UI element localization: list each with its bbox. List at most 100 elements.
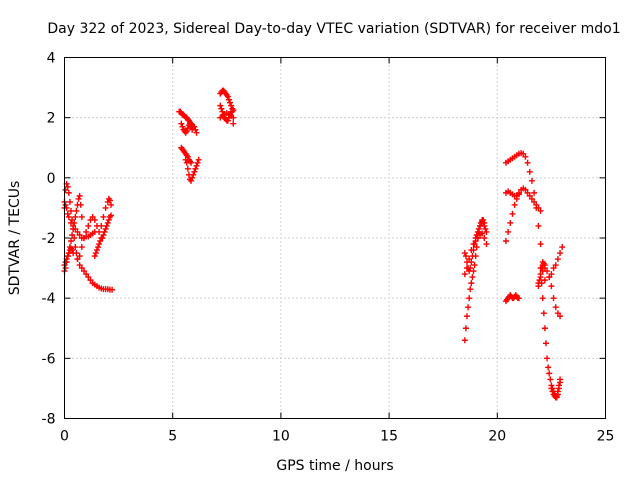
data-point-marker — [74, 228, 81, 235]
data-point-marker — [524, 159, 531, 166]
data-point-marker — [183, 159, 190, 166]
data-point-marker — [545, 364, 552, 371]
data-point-marker — [78, 265, 85, 272]
data-point-marker — [72, 244, 79, 251]
data-point-marker — [468, 280, 475, 287]
data-point-marker — [462, 253, 469, 260]
data-point-marker — [467, 286, 474, 293]
data-point-marker — [522, 186, 529, 193]
data-point-marker — [550, 265, 557, 272]
data-point-marker — [188, 177, 195, 184]
data-series — [502, 150, 548, 284]
data-series — [548, 376, 564, 401]
data-point-marker — [550, 295, 557, 302]
data-point-marker — [83, 228, 90, 235]
data-point-marker — [461, 271, 468, 278]
x-tick-label: 5 — [168, 429, 177, 445]
data-point-marker — [539, 295, 546, 302]
data-point-marker — [193, 162, 200, 169]
data-point-marker — [64, 210, 71, 217]
data-point-marker — [71, 235, 78, 241]
data-point-marker — [482, 225, 489, 232]
data-point-marker — [526, 168, 533, 175]
data-point-marker — [72, 225, 79, 232]
data-point-marker — [544, 355, 551, 362]
data-point-marker — [106, 197, 113, 204]
data-point-marker — [193, 129, 200, 136]
data-point-marker — [178, 120, 185, 127]
data-point-marker — [555, 382, 562, 389]
data-point-marker — [515, 295, 522, 302]
x-tick-label: 20 — [488, 429, 506, 445]
data-point-marker — [218, 105, 225, 112]
data-point-marker — [67, 207, 74, 214]
data-point-marker — [95, 244, 102, 251]
data-point-marker — [537, 207, 544, 214]
data-point-marker — [470, 241, 477, 248]
data-point-marker — [190, 171, 197, 178]
data-point-marker — [554, 310, 561, 317]
data-point-marker — [225, 96, 232, 103]
data-point-marker — [102, 225, 109, 232]
data-point-marker — [520, 150, 527, 157]
data-point-marker — [76, 253, 83, 260]
data-point-marker — [511, 201, 518, 208]
data-point-marker — [505, 228, 512, 235]
data-point-marker — [179, 123, 186, 130]
data-point-marker — [461, 337, 468, 344]
data-point-marker — [528, 195, 535, 202]
data-point-marker — [462, 325, 469, 332]
data-point-marker — [85, 222, 92, 229]
data-point-marker — [100, 213, 107, 220]
data-point-marker — [524, 189, 531, 196]
data-point-marker — [93, 247, 100, 254]
data-point-marker — [69, 231, 76, 238]
data-point-marker — [468, 247, 475, 254]
data-point-marker — [69, 247, 76, 254]
data-point-marker — [65, 213, 72, 220]
data-point-marker — [535, 222, 542, 229]
y-tick-label: -8 — [42, 412, 56, 428]
data-point-marker — [80, 235, 87, 241]
data-point-marker — [103, 222, 110, 229]
data-point-marker — [536, 277, 543, 284]
data-point-marker — [67, 238, 74, 245]
data-series — [178, 120, 196, 136]
data-point-marker — [466, 256, 473, 263]
data-series — [182, 156, 202, 184]
data-point-marker — [472, 238, 479, 245]
data-point-marker — [515, 191, 522, 198]
data-point-marker — [183, 128, 190, 135]
data-point-marker — [230, 107, 237, 114]
data-series — [546, 244, 566, 281]
data-series — [502, 188, 522, 199]
data-point-marker — [509, 210, 516, 217]
data-point-marker — [194, 159, 201, 166]
data-point-marker — [480, 219, 487, 226]
y-tick-label: 2 — [47, 111, 56, 127]
data-point-marker — [189, 126, 196, 133]
x-axis-label: GPS time / hours — [276, 458, 393, 474]
data-point-marker — [531, 198, 538, 205]
data-point-marker — [466, 295, 473, 302]
data-point-marker — [78, 244, 85, 251]
data-point-marker — [502, 238, 509, 245]
data-point-marker — [104, 219, 111, 226]
data-point-marker — [66, 198, 73, 205]
data-point-marker — [224, 93, 231, 100]
data-point-marker — [547, 376, 554, 383]
axis-ticks: 0 5 10 15 20 25 -8 -6 -4 -2 0 2 4 — [42, 51, 615, 445]
data-point-marker — [538, 280, 545, 287]
data-point-marker — [559, 244, 566, 251]
data-point-marker — [541, 277, 548, 284]
data-point-marker — [473, 244, 480, 251]
grid-lines — [64, 57, 606, 419]
data-point-marker — [76, 192, 83, 199]
data-point-marker — [552, 262, 559, 269]
data-point-marker — [468, 259, 475, 266]
data-point-marker — [91, 216, 98, 223]
data-point-marker — [471, 262, 478, 269]
data-point-marker — [469, 253, 476, 260]
x-tick-label: 15 — [380, 429, 398, 445]
